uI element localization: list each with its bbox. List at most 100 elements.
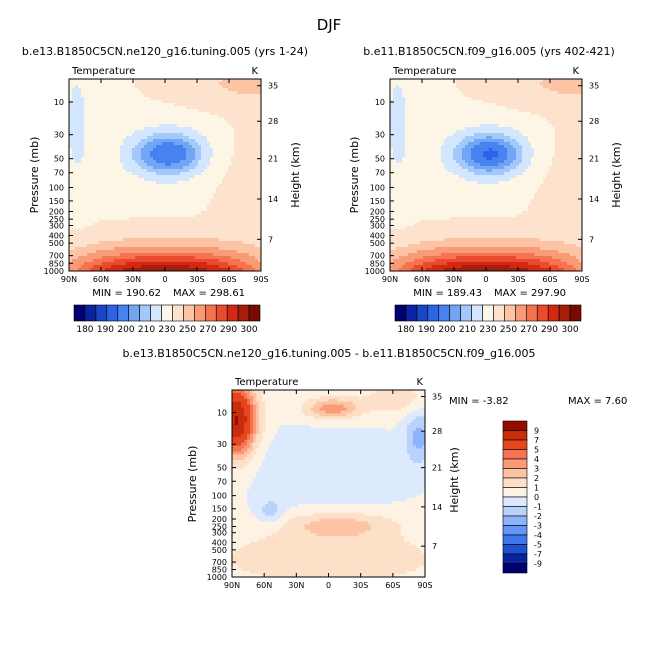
contour-cell: [141, 184, 145, 188]
contour-cell: [195, 154, 199, 158]
contour-cell: [174, 82, 178, 86]
contour-cell: [72, 193, 76, 197]
contour-cell: [105, 175, 109, 179]
contour-cell: [144, 205, 148, 209]
contour-cell: [228, 97, 232, 101]
contour-cell: [195, 187, 199, 191]
contour-cell: [132, 244, 136, 248]
contour-cell: [240, 244, 244, 248]
contour-cell: [192, 91, 196, 95]
contour-cell: [114, 253, 118, 257]
contour-cell: [153, 130, 157, 134]
contour-cell: [219, 229, 223, 233]
contour-cell: [240, 130, 244, 134]
contour-cell: [159, 109, 163, 113]
contour-cell: [540, 94, 544, 98]
contour-cell: [105, 127, 109, 131]
contour-cell: [219, 91, 223, 95]
contour-cell: [243, 85, 247, 89]
contour-cell: [126, 262, 130, 266]
contour-cell: [540, 85, 544, 89]
colorbar-swatch: [226, 304, 239, 322]
contour-cell: [117, 112, 121, 116]
contour-cell: [147, 256, 151, 260]
contour-cell: [90, 196, 94, 200]
contour-cell: [120, 205, 124, 209]
contour-cell: [489, 109, 493, 113]
contour-cell: [228, 229, 232, 233]
contour-cell: [111, 205, 115, 209]
contour-cell: [216, 262, 220, 266]
contour-cell: [567, 106, 571, 110]
contour-cell: [132, 250, 136, 254]
contour-cell: [96, 253, 100, 257]
contour-cell: [111, 178, 115, 182]
contour-cell: [216, 127, 220, 131]
contour-cell: [174, 88, 178, 92]
contour-cell: [213, 199, 217, 203]
contour-cell: [204, 259, 208, 263]
contour-cell: [564, 82, 568, 86]
contour-cell: [204, 235, 208, 239]
contour-cell: [87, 88, 91, 92]
contour-cell: [129, 199, 133, 203]
contour-cell: [201, 88, 205, 92]
contour-cell: [507, 94, 511, 98]
contour-cell: [168, 268, 172, 271]
contour-cell: [93, 256, 97, 260]
contour-cell: [99, 139, 103, 143]
contour-cell: [99, 199, 103, 203]
contour-cell: [117, 136, 121, 140]
contour-cell: [204, 154, 208, 158]
contour-cell: [186, 94, 190, 98]
contour-cell: [84, 190, 88, 194]
contour-cell: [189, 259, 193, 263]
contour-cell: [168, 181, 172, 185]
contour-cell: [78, 205, 82, 209]
contour-cell: [126, 181, 130, 185]
contour-cell: [219, 109, 223, 113]
contour-cell: [234, 256, 238, 260]
contour-cell: [210, 172, 214, 176]
contour-cell: [159, 160, 163, 164]
contour-cell: [126, 226, 130, 230]
contour-cell: [96, 118, 100, 122]
contour-cell: [252, 142, 256, 146]
contour-cell: [84, 202, 88, 206]
contour-cell: [138, 160, 142, 164]
contour-cell: [525, 79, 529, 83]
contour-cell: [210, 124, 214, 128]
contour-cell: [192, 199, 196, 203]
contour-cell: [87, 154, 91, 158]
contour-cell: [459, 79, 463, 83]
contour-cell: [225, 241, 229, 245]
contour-cell: [114, 214, 118, 218]
contour-cell: [255, 160, 259, 164]
contour-cell: [246, 235, 250, 239]
contour-cell: [465, 85, 469, 89]
contour-cell: [75, 238, 79, 242]
contour-cell: [240, 127, 244, 131]
contour-cell: [144, 121, 148, 125]
contour-cell: [207, 91, 211, 95]
contour-cell: [93, 172, 97, 176]
contour-cell: [414, 106, 418, 110]
contour-cell: [501, 85, 505, 89]
contour-cell: [153, 109, 157, 113]
contour-cell: [234, 190, 238, 194]
contour-cell: [147, 124, 151, 128]
contour-cell: [216, 151, 220, 155]
contour-cell: [99, 133, 103, 137]
contour-cell: [258, 169, 261, 173]
contour-cell: [81, 112, 85, 116]
contour-cell: [207, 223, 211, 227]
contour-cell: [222, 133, 226, 137]
contour-cell: [228, 106, 232, 110]
contour-cell: [243, 124, 247, 128]
contour-cell: [420, 85, 424, 89]
contour-cell: [123, 241, 127, 245]
contour-cell: [69, 250, 73, 254]
contour-cell: [144, 169, 148, 173]
contour-cell: [216, 100, 220, 104]
contour-cell: [75, 151, 79, 155]
